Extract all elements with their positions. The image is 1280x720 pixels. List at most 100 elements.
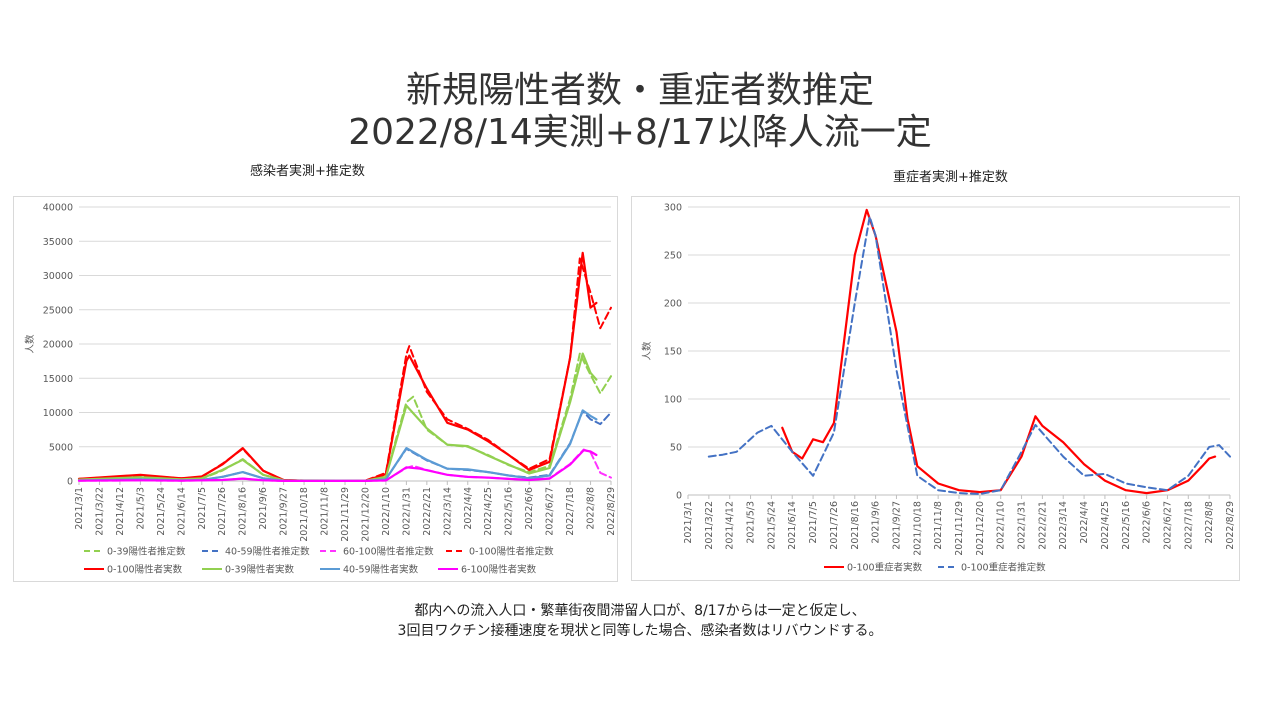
legend-label: 0-100陽性者実数: [107, 564, 183, 576]
x-tick-label: 2022/4/25: [1100, 501, 1111, 550]
y-tick-label: 50: [670, 443, 682, 454]
y-tick-label: 150: [664, 347, 682, 358]
main-title-line2: 2022/8/14実測+8/17以降人流一定: [348, 112, 932, 153]
series-line-0: [78, 352, 612, 482]
legend-label: 0-39陽性者実数: [225, 564, 295, 576]
x-tick-label: 2022/3/14: [442, 487, 453, 536]
y-tick-label: 10000: [43, 408, 73, 419]
infections-chart-panel: 0 5000 10000 15000 20000 25000 30000 35000 40000…: [13, 196, 618, 582]
severe-chart-panel: 0 50 100 150 200 250 300 人数 2021/3/1 2021/3/22 202…: [631, 196, 1240, 581]
note-line1: 都内への流入人口・繁華街夜間滞留人口が、8/17からは一定と仮定し、: [414, 603, 866, 619]
legend-label: 0-39陽性者推定数: [107, 546, 186, 558]
x-tick-label: 2022/8/8: [586, 487, 597, 530]
series-line-1: [707, 215, 1231, 495]
x-tick-label: 2021/6/14: [176, 487, 187, 536]
legend-item: 0-39陽性者推定数: [84, 546, 186, 558]
x-tick-label: 2021/5/3: [135, 487, 146, 530]
x-tick-label: 2022/7/18: [565, 487, 576, 536]
x-tick-label: 2022/6/27: [1162, 501, 1173, 550]
y-tick-label: 35000: [43, 237, 73, 248]
legend-item: 40-59陽性者実数: [320, 564, 419, 576]
y-tick-label: 30000: [43, 271, 73, 282]
y-tick-label: 0: [676, 491, 682, 502]
x-tick-label: 2021/11/29: [340, 487, 351, 542]
severe-chart: 0 50 100 150 200 250 300 人数 2021/3/1 2021/3/22 202…: [641, 203, 1236, 574]
y-tick-label: 20000: [43, 340, 73, 351]
x-tick-label: 2021/11/8: [933, 501, 944, 550]
left-chart-title: 感染者実測+推定数: [250, 164, 365, 179]
infections-chart: 0 5000 10000 15000 20000 25000 30000 35000 40000…: [24, 203, 617, 576]
y-axis-title: 人数: [641, 341, 653, 361]
x-tick-label: 2021/11/29: [954, 501, 965, 556]
series-line-6: [77, 409, 598, 482]
right-chart-title: 重症者実測+推定数: [893, 170, 1008, 185]
x-tick-label: 2022/4/4: [1079, 501, 1090, 544]
x-tick-label: 2021/7/26: [217, 487, 228, 536]
x-tick-label: 2021/9/27: [891, 501, 902, 550]
x-tick-label: 2022/1/10: [996, 501, 1007, 550]
x-tick-label: 2021/5/24: [766, 501, 777, 550]
legend-label: 0-100陽性者推定数: [469, 546, 554, 558]
x-tick-label: 2021/7/26: [829, 501, 840, 550]
x-tick-label: 2021/10/18: [299, 487, 310, 542]
x-tick-label: 2021/7/5: [197, 487, 208, 530]
x-tick-label: 2022/1/10: [381, 487, 392, 536]
x-tick-label: 2021/5/3: [746, 501, 757, 544]
y-tick-label: 25000: [43, 305, 73, 316]
legend-item: 0-39陽性者実数: [202, 564, 295, 576]
legend-label: 40-59陽性者実数: [343, 564, 419, 576]
series-line-4: [77, 251, 598, 482]
x-tick-label: 2022/1/31: [1017, 501, 1028, 550]
legend-label: 60-100陽性者推定数: [343, 546, 434, 558]
x-tick-label: 2021/7/5: [808, 501, 819, 544]
x-tick-label: 2021/12/20: [360, 487, 371, 542]
y-tick-label: 250: [664, 251, 682, 262]
y-tick-label: 40000: [43, 203, 73, 214]
legend-label: 40-59陽性者推定数: [225, 546, 310, 558]
x-tick-label: 2021/3/1: [74, 487, 85, 530]
y-axis-title: 人数: [24, 334, 36, 354]
y-tick-label: 300: [664, 203, 682, 214]
legend-item: 6-100陽性者実数: [438, 564, 537, 576]
legend-label: 0-100重症者実数: [847, 562, 923, 574]
x-tick-label: 2021/3/22: [94, 487, 105, 536]
x-tick-label: 2021/8/16: [238, 487, 249, 536]
x-tick-label: 2022/2/21: [1037, 501, 1048, 550]
note-line2: 3回目ワクチン接種速度を現状と同等した場合、感染者数はリバウンドする。: [397, 623, 883, 639]
x-tick-label: 2021/3/1: [683, 501, 694, 544]
legend-label: 0-100重症者推定数: [961, 562, 1046, 574]
y-tick-label: 5000: [49, 442, 73, 453]
legend-item: 0-100重症者推定数: [938, 562, 1046, 574]
x-tick-label: 2021/9/6: [258, 487, 269, 530]
legend-item: 40-59陽性者推定数: [202, 546, 310, 558]
y-tick-label: 0: [67, 477, 73, 488]
y-tick-label: 100: [664, 395, 682, 406]
x-tick-label: 2021/4/12: [115, 487, 126, 536]
x-tick-label: 2021/3/22: [704, 501, 715, 550]
y-tick-label: 15000: [43, 374, 73, 385]
legend-item: 0-100陽性者推定数: [446, 546, 554, 558]
x-tick-label: 2022/1/31: [401, 487, 412, 536]
x-tick-label: 2021/4/12: [725, 501, 736, 550]
series-line-0: [781, 208, 1217, 495]
x-tick-label: 2021/11/8: [320, 487, 331, 536]
series-line-5: [77, 352, 598, 482]
x-tick-label: 2022/6/6: [1142, 501, 1153, 544]
main-title-line1: 新規陽性者数・重症者数推定: [405, 70, 874, 111]
x-tick-label: 2022/8/29: [606, 487, 617, 536]
x-tick-label: 2021/9/27: [279, 487, 290, 536]
legend-item: 0-100重症者実数: [824, 562, 923, 574]
x-tick-label: 2022/7/18: [1183, 501, 1194, 550]
x-tick-label: 2022/6/6: [524, 487, 535, 530]
x-tick-label: 2021/5/24: [156, 487, 167, 536]
x-tick-label: 2022/4/4: [463, 487, 474, 530]
x-tick-label: 2022/8/29: [1225, 501, 1236, 550]
x-tick-label: 2022/3/14: [1058, 501, 1069, 550]
x-tick-label: 2022/6/27: [545, 487, 556, 536]
x-tick-label: 2022/2/21: [422, 487, 433, 536]
x-tick-label: 2021/12/20: [975, 501, 986, 556]
y-tick-label: 200: [664, 299, 682, 310]
x-tick-label: 2022/4/25: [483, 487, 494, 536]
x-tick-label: 2022/8/8: [1204, 501, 1215, 544]
series-line-7: [77, 449, 598, 482]
